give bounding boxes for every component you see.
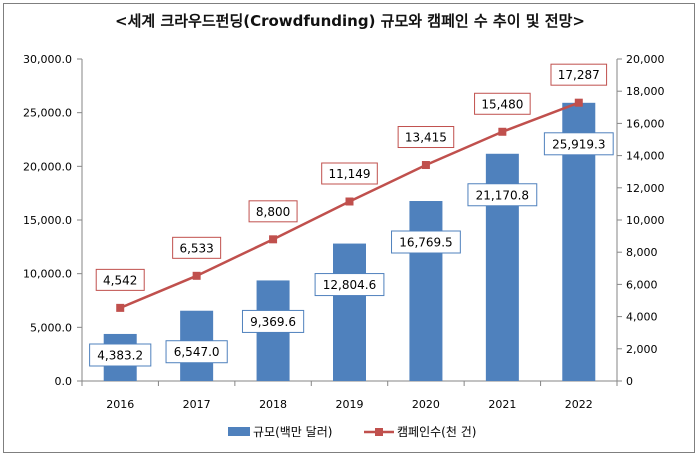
bar-data-label-box [467,183,538,207]
y-left-tick-label: 15,000.0 [23,214,72,227]
y-right-tick-label: 10,000 [626,214,665,227]
y-right-tick-label: 12,000 [626,182,665,195]
bar-data-label: 9,369.6 [250,315,296,329]
bar-data-label: 12,804.6 [323,278,376,292]
y-right-tick-label: 0 [626,375,633,388]
line-data-label: 15,480 [481,97,523,111]
line-data-label-box [321,162,378,185]
legend-bar-label: 규모(백만 달러) [253,425,332,439]
x-tick-label: 2019 [336,398,364,411]
bar-data-label-box [165,340,228,364]
x-tick-label: 2020 [412,398,440,411]
line-data-label: 11,149 [329,167,371,181]
y-left-tick-label: 5,000.0 [30,321,72,334]
y-left-tick-label: 0.0 [55,375,73,388]
bar-data-label-box [241,309,305,333]
legend-line-label: 캠페인수(천 건) [397,424,476,439]
y-right-tick-label: 20,000 [626,53,665,66]
bar-data-label-box [314,273,385,297]
line-data-label: 6,533 [179,241,213,255]
line-marker [345,197,354,206]
y-right-tick-label: 4,000 [626,311,658,324]
bar [409,201,443,381]
line-data-label: 13,415 [405,131,447,145]
line-data-label: 4,542 [103,273,137,287]
line-marker [192,271,201,280]
x-tick-label: 2021 [488,398,516,411]
bar-data-label: 6,547.0 [174,345,220,359]
line-marker [574,98,583,107]
y-right-tick-label: 8,000 [626,246,658,259]
bar-data-label: 25,919.3 [552,137,605,151]
bar-data-label: 21,170.8 [476,188,529,202]
y-left-tick-label: 25,000.0 [23,107,72,120]
y-right-tick-label: 6,000 [626,278,658,291]
y-right-tick-label: 2,000 [626,343,658,356]
chart-title: <세계 크라우드펀딩(Crowdfunding) 규모와 캠페인 수 추이 및 … [115,12,585,30]
bar-data-label-box [89,343,152,367]
y-left-tick-label: 10,000.0 [23,268,72,281]
y-left-tick-label: 30,000.0 [23,53,72,66]
line-data-label-box [397,126,455,149]
x-tick-label: 2022 [565,398,593,411]
line-data-label-box [248,200,298,223]
line-data-label-box [95,268,145,291]
x-tick-label: 2018 [259,398,287,411]
y-left-tick-label: 20,000.0 [23,160,72,173]
line-data-label: 17,287 [558,68,600,82]
y-right-tick-label: 16,000 [626,117,665,130]
line-marker [498,127,507,136]
line-data-label-box [550,63,608,86]
legend-line-marker [375,428,383,436]
line-data-label: 8,800 [256,205,290,219]
bar-data-label: 4,383.2 [97,349,143,363]
line-marker [269,235,278,244]
y-right-tick-label: 18,000 [626,85,665,98]
bar [333,243,366,381]
line-marker [116,303,125,312]
bar-data-label: 16,769.5 [399,236,452,250]
bar-data-label-box [543,132,614,156]
bar-data-label-box [391,230,461,254]
line-data-label-box [474,92,531,115]
x-tick-label: 2017 [183,398,211,411]
legend-bar-swatch [228,427,250,436]
x-tick-label: 2016 [106,398,134,411]
y-right-tick-label: 14,000 [626,150,665,163]
line-marker [421,161,430,170]
line-data-label-box [172,236,222,259]
